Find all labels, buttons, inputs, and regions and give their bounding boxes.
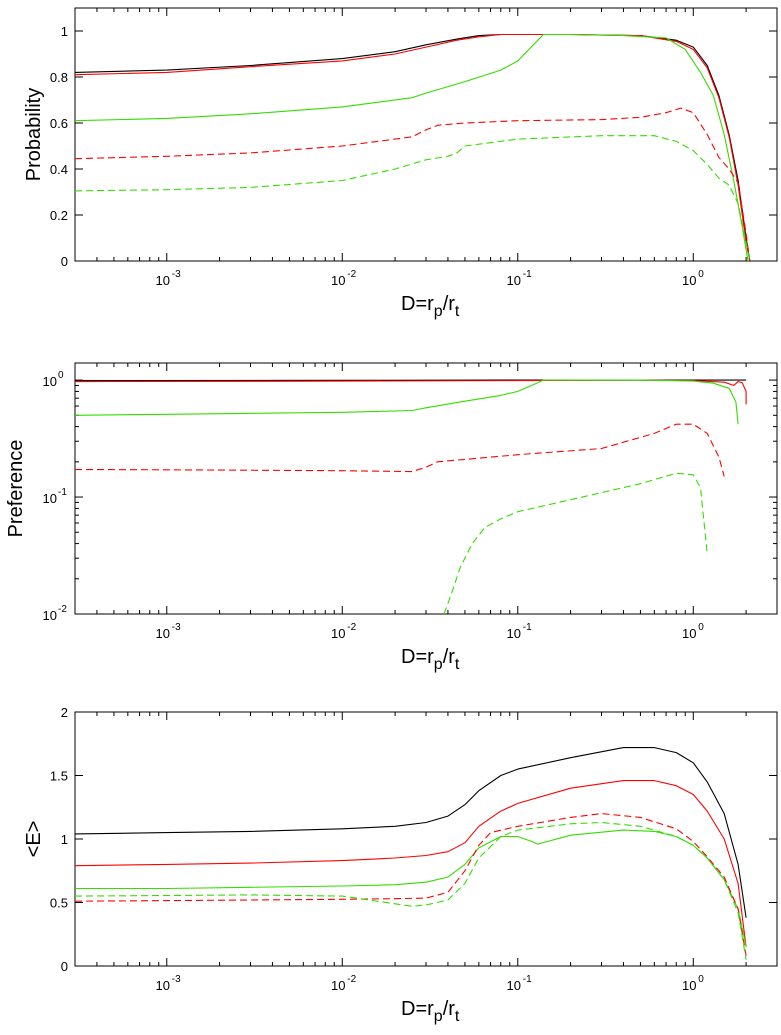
y-tick-label: 10 [43,608,57,623]
x-tick-label: 10 [682,273,696,288]
x-tick-label-exponent: 0 [698,622,704,633]
y-tick-label: 2 [61,705,68,720]
y-tick-label: 1 [61,832,68,847]
y-axis-label: Probability [23,88,45,181]
y-axis-label: Preference [5,440,27,538]
x-tick-label: 10 [682,978,696,993]
y-tick-label: 10 [43,374,57,389]
x-axis-label: D=rp/rt [401,998,460,1025]
y-tick-label: 0.2 [50,208,68,223]
y-tick-label: 1.5 [50,769,68,784]
series-line-green-dashed [75,821,747,960]
plot-frame [74,711,778,967]
y-tick-label: 10 [43,491,57,506]
x-tick-label-exponent: -1 [523,974,532,985]
x-axis-label: D=rp/rt [401,646,460,673]
x-tick-label-exponent: -1 [523,622,532,633]
series-line-black-solid [75,33,751,261]
series-line-red-dashed [75,813,747,956]
y-tick-label-exponent: 0 [58,370,64,381]
chart-panel-1: 10 -3 10 -2 10 -1 10 000.20.40.60.81D=rp/rtProb… [23,7,778,320]
series-line-green-dashed [443,472,708,614]
x-tick-label: 10 [507,978,521,993]
series-line-green-solid [75,829,747,948]
x-tick-label: 10 [156,273,170,288]
x-tick-label-exponent: -3 [172,622,181,633]
x-tick-label-exponent: -2 [347,269,356,280]
y-tick-label: 0.5 [50,896,68,911]
series-line-red-dashed [75,423,725,477]
y-tick-label: 0.4 [50,162,68,177]
y-tick-label: 0 [61,254,68,269]
chart-panel-2: 10 -3 10 -2 10 -1 10 010 -210 -110 0D=rp/rtPrefere… [5,362,778,673]
x-tick-label-exponent: -2 [347,622,356,633]
x-tick-label: 10 [156,626,170,641]
series-line-black-solid [75,747,747,918]
y-tick-label: 0 [61,959,68,974]
x-tick-label-exponent: -3 [172,269,181,280]
series-line-red-solid [75,33,751,261]
x-tick-label-exponent: 0 [698,269,704,280]
y-tick-label: 0.8 [50,70,68,85]
y-tick-label-exponent: -2 [58,604,67,615]
x-tick-label: 10 [331,626,345,641]
series-line-red-solid [75,379,747,405]
series-line-green-dashed [75,135,751,261]
x-tick-label-exponent: -2 [347,974,356,985]
y-tick-label: 0.6 [50,116,68,131]
x-tick-label: 10 [507,626,521,641]
y-axis-label: <E> [23,821,45,858]
series-line-green-solid [75,379,739,425]
x-tick-label: 10 [682,626,696,641]
x-tick-label: 10 [156,978,170,993]
x-tick-label-exponent: -1 [523,269,532,280]
chart-panel-3: 10 -3 10 -2 10 -1 10 000.511.52D=rp/rt<E> [23,705,778,1025]
y-tick-label: 1 [61,24,68,39]
y-tick-label-exponent: -1 [58,487,67,498]
series-line-red-solid [75,780,747,948]
x-tick-label: 10 [507,273,521,288]
x-axis-label: D=rp/rt [401,293,460,320]
series-line-red-dashed [75,107,751,261]
series-line-green-solid [75,33,749,261]
x-tick-label-exponent: 0 [698,974,704,985]
x-tick-label-exponent: -3 [172,974,181,985]
plot-frame [74,362,778,615]
x-tick-label: 10 [331,273,345,288]
plot-frame [74,7,778,262]
x-tick-label: 10 [331,978,345,993]
